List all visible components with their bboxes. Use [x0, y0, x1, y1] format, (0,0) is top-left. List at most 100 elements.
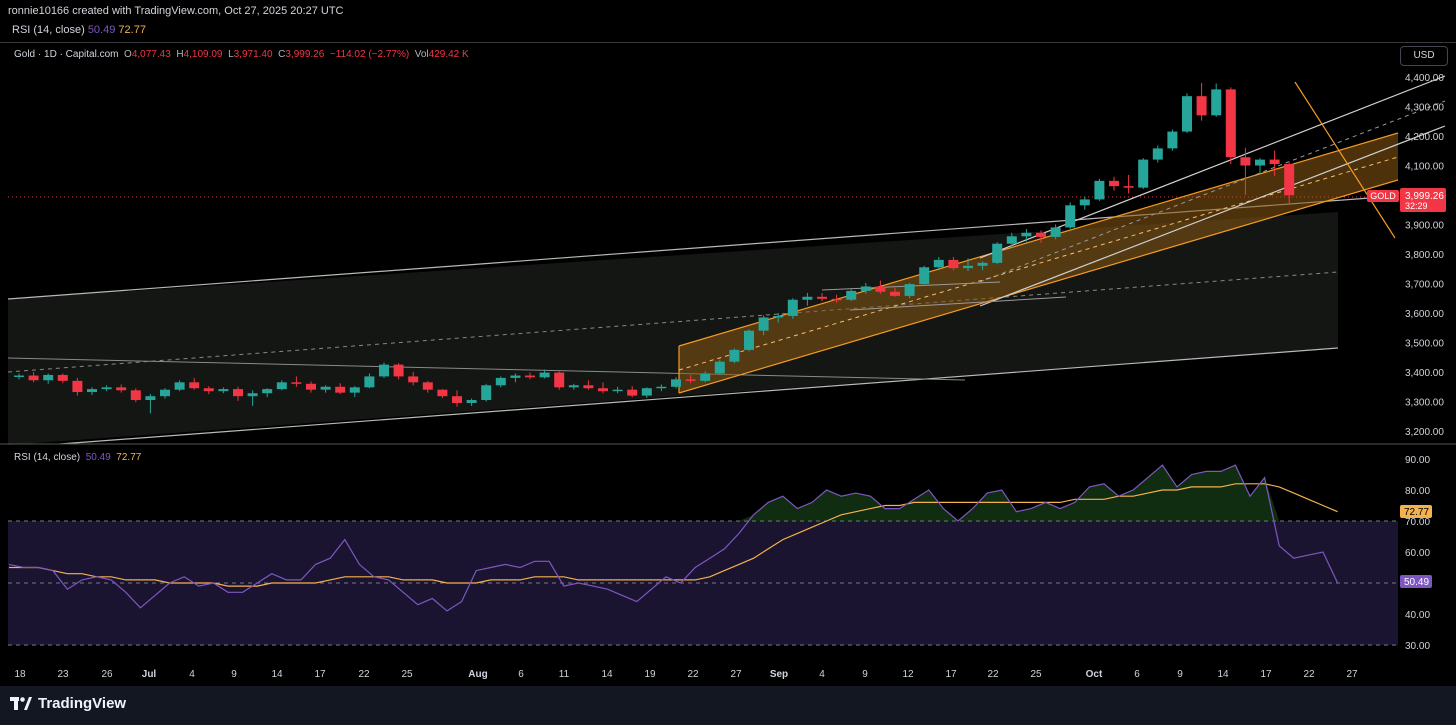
rsi-band	[8, 521, 1398, 645]
time-tick: 19	[644, 669, 656, 680]
time-tick: 27	[1346, 669, 1358, 680]
price-tick: 3,800.00	[1405, 250, 1444, 261]
candle	[1211, 83, 1222, 117]
rsi-value-tags: 72.77 50.49	[1400, 505, 1432, 588]
candle	[539, 369, 550, 379]
price-tag-countdown: 32:29	[1405, 201, 1428, 211]
candle	[919, 265, 930, 286]
candle	[306, 381, 316, 393]
candle-body	[525, 375, 535, 378]
candle	[57, 373, 68, 384]
time-tick: Oct	[1086, 669, 1103, 680]
candle-body	[495, 377, 506, 386]
grey-channel-lower	[59, 347, 1339, 445]
candle	[890, 287, 900, 297]
candle-body	[1225, 89, 1236, 158]
candle	[1006, 232, 1017, 248]
candle	[1240, 147, 1251, 195]
price-tick: 3,600.00	[1405, 309, 1444, 320]
candle	[1255, 158, 1265, 173]
time-tick: 23	[57, 669, 69, 680]
candle-body	[218, 389, 229, 392]
candle-body	[233, 389, 243, 397]
candle	[1182, 93, 1192, 134]
candle-body	[1284, 164, 1295, 196]
time-tick: 17	[945, 669, 957, 680]
candle-body	[919, 267, 930, 285]
candle-body	[773, 315, 784, 318]
price-legend[interactable]: Gold · 1D · Capital.com O4,077.43 H4,109…	[14, 49, 469, 60]
rsi-mini-ma: 72.77	[118, 24, 146, 36]
orange-channel-fill	[679, 133, 1398, 393]
candle-body	[116, 387, 127, 391]
candle-body	[160, 389, 170, 397]
candle-body	[379, 364, 389, 377]
candle-body	[1050, 227, 1061, 237]
candle-body	[568, 385, 579, 388]
candle	[203, 386, 214, 395]
candle-body	[612, 389, 623, 392]
time-tick: 22	[687, 669, 699, 680]
descending-trendline	[1294, 81, 1396, 239]
rsi-mini-label: RSI (14, close)	[12, 24, 85, 36]
candle-body	[364, 376, 375, 388]
candle	[1123, 174, 1134, 194]
candle	[583, 380, 594, 390]
candle-body	[306, 383, 316, 390]
tradingview-logo[interactable]: TradingView	[10, 695, 126, 712]
candle	[875, 280, 886, 294]
candle-body	[627, 389, 638, 396]
candle	[802, 292, 813, 306]
candle	[1269, 150, 1280, 176]
candle	[14, 373, 24, 380]
currency-button[interactable]: USD	[1400, 46, 1448, 66]
candle-body	[14, 375, 24, 378]
time-tick: Aug	[468, 669, 487, 680]
candle	[963, 258, 973, 272]
candle-body	[145, 396, 156, 401]
candle-body	[685, 379, 696, 381]
candle-body	[320, 386, 331, 390]
candle	[28, 372, 39, 383]
candle	[729, 348, 740, 364]
candle-body	[262, 389, 273, 394]
candle-body	[671, 379, 681, 387]
consolidation-lower	[849, 296, 1067, 311]
rsi-legend[interactable]: RSI (14, close) 50.49 72.77	[14, 452, 141, 463]
time-tick: 14	[1217, 669, 1229, 680]
symbol-label: Gold · 1D · Capital.com	[14, 49, 119, 60]
price-tick: 3,500.00	[1405, 339, 1444, 350]
chart-canvas[interactable]: 4,400.004,300.004,200.004,100.004,000.00…	[0, 0, 1456, 686]
time-tick: 25	[401, 669, 413, 680]
candle	[393, 363, 404, 380]
rsi-label: RSI (14, close)	[14, 452, 81, 463]
candle-body	[554, 372, 565, 388]
time-tick: 9	[231, 669, 237, 680]
price-axis[interactable]: 4,400.004,300.004,200.004,100.004,000.00…	[1405, 73, 1444, 438]
candle-body	[408, 376, 419, 383]
candle	[598, 382, 608, 394]
candle-body	[714, 361, 725, 374]
candle	[1138, 158, 1149, 190]
time-axis[interactable]: 18 23 26 Jul 4 9 14 17 22 25 Aug 6 11 14 19 22 27 Sep 4 9 12…	[14, 669, 1358, 680]
candle	[612, 386, 623, 394]
candle-body	[787, 299, 798, 316]
candle-body	[831, 298, 842, 301]
candle	[787, 298, 798, 319]
candle-body	[1094, 180, 1105, 200]
price-tag-symbol: GOLD	[1370, 191, 1396, 201]
candle	[218, 387, 229, 394]
candle	[948, 256, 959, 271]
candle-body	[276, 382, 287, 390]
candle	[72, 377, 83, 396]
candle	[262, 388, 273, 398]
candle-body	[1152, 148, 1163, 160]
candle	[671, 377, 681, 389]
candle	[1152, 145, 1163, 163]
candle	[1167, 129, 1178, 151]
time-tick: 22	[358, 669, 370, 680]
change-value: −114.02 (−2.77%)	[329, 49, 410, 60]
candle	[335, 383, 346, 395]
price-tick: 4,300.00	[1405, 103, 1444, 114]
